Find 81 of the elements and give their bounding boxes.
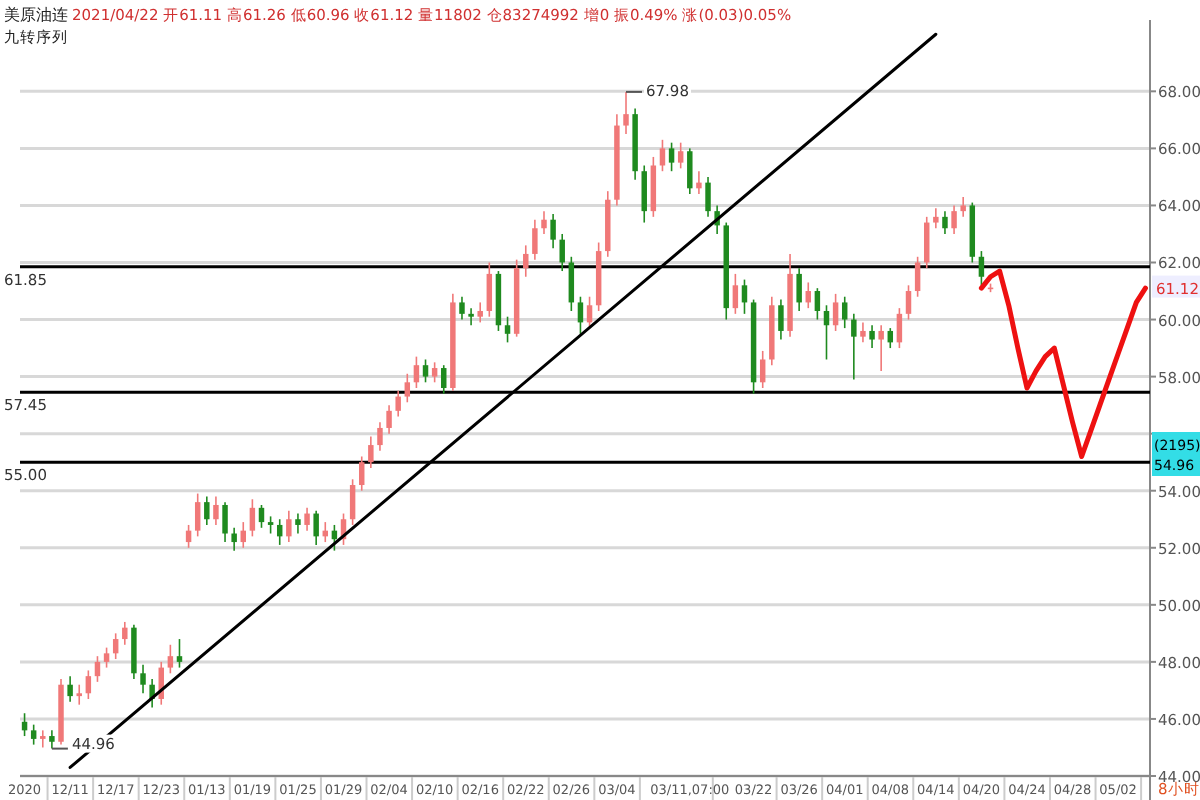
candlestick (550, 213, 556, 250)
candlestick (559, 233, 565, 272)
candlestick (741, 278, 748, 315)
candlestick (860, 321, 866, 344)
candlestick (732, 273, 739, 315)
candlestick (814, 287, 821, 321)
candlestick (568, 255, 575, 312)
candlestick (67, 675, 73, 703)
candlestick (523, 244, 529, 278)
candlestick (878, 324, 884, 372)
candlestick (586, 295, 593, 329)
candlestick (477, 301, 483, 324)
candlestick (641, 164, 647, 224)
candlestick (978, 250, 985, 287)
candlestick (413, 355, 420, 389)
candlestick (459, 295, 465, 321)
candlestick (122, 621, 128, 646)
candlestick (167, 643, 174, 675)
candlestick (687, 147, 693, 195)
candlestick (359, 455, 365, 492)
candlestick (841, 295, 848, 329)
candlestick (286, 509, 292, 543)
candlestick (49, 729, 55, 750)
candlestick (933, 207, 939, 230)
candlestick (194, 492, 201, 538)
candlestick (659, 139, 666, 172)
candlestick (131, 624, 137, 680)
candlestick (94, 655, 101, 683)
candlestick (295, 512, 301, 535)
candlestick (231, 527, 237, 552)
candlestick (304, 507, 310, 532)
candlestick (103, 646, 110, 669)
candlestick (504, 315, 511, 344)
candlestick (213, 495, 219, 526)
candlestick (486, 261, 493, 318)
candlestick (404, 372, 411, 404)
candlestick (85, 669, 92, 700)
candlestick (851, 313, 857, 381)
candlestick (395, 390, 401, 418)
candlestick (778, 298, 784, 341)
candlestick (222, 501, 228, 543)
candlestick (759, 350, 766, 389)
line-series (978, 268, 1148, 459)
chart-title: 美原油连 (4, 6, 68, 24)
candlestick (832, 293, 839, 332)
candlestick (532, 218, 538, 261)
candlestick (668, 141, 675, 172)
candlestick (468, 307, 474, 327)
candlestick (796, 267, 802, 312)
candlestick (914, 255, 921, 298)
candlestick (650, 156, 657, 218)
candlestick (313, 509, 319, 546)
candlestick (349, 478, 356, 526)
candlestick (422, 358, 429, 384)
candlestick (112, 632, 119, 660)
candlestick (249, 498, 256, 538)
candlestick (76, 683, 82, 706)
candlestick (942, 210, 948, 235)
candlestick (869, 324, 875, 349)
candlestick (386, 404, 392, 435)
candlestick (705, 176, 711, 218)
candlestick (441, 364, 447, 395)
candlestick (905, 284, 912, 321)
candlestick (623, 91, 629, 135)
candlestick (541, 210, 547, 235)
candlestick (176, 638, 183, 669)
candlestick (377, 421, 383, 452)
candlestick (368, 435, 374, 469)
candlestick (431, 361, 438, 384)
candlestick (204, 495, 210, 526)
candlestick (258, 504, 265, 529)
candlestick (577, 295, 584, 335)
candlestick (40, 729, 46, 749)
candlestick (677, 141, 684, 170)
candlestick (30, 723, 37, 746)
candlestick (896, 307, 903, 349)
candlestick (951, 204, 957, 235)
candlestick (140, 663, 146, 695)
candlestick (960, 196, 966, 218)
candlestick (823, 304, 830, 361)
candlestick (696, 170, 702, 195)
